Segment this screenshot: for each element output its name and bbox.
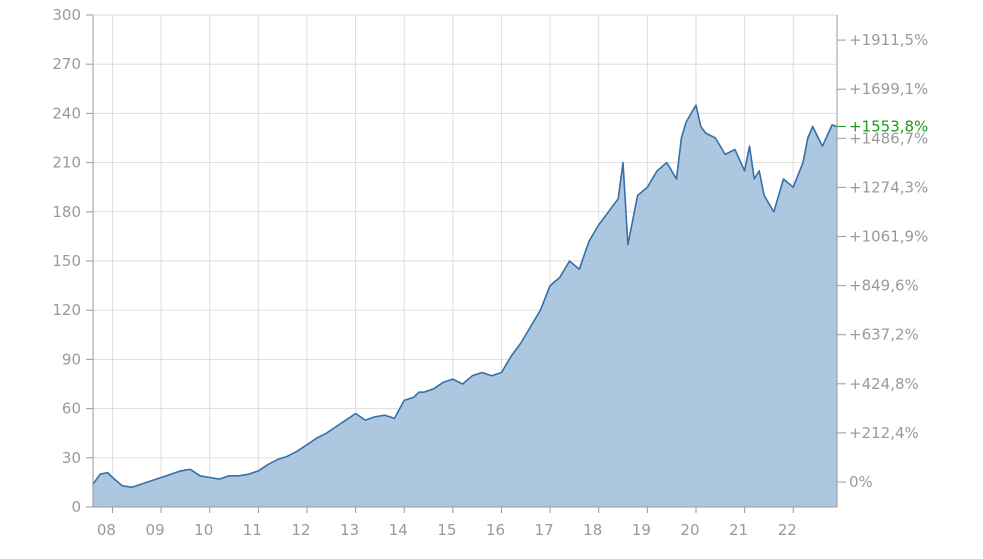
y-right-tick-label: +424,8%	[849, 375, 919, 393]
x-tick-label: 16	[486, 521, 505, 539]
y-right-tick-label: +849,6%	[849, 277, 919, 295]
y-right-tick-label: +1274,3%	[849, 178, 928, 196]
y-left-tick-label: 0	[71, 498, 81, 516]
series-line	[92, 104, 838, 489]
x-tick-label: 15	[437, 521, 456, 539]
y-right-tick-label: +1486,7%	[849, 129, 928, 147]
y-right-tick-label: +212,4%	[849, 424, 919, 442]
y-right-tick-label: +1699,1%	[849, 80, 928, 98]
y-left-tick-label: 270	[52, 55, 81, 73]
y-left-tick-label: 120	[52, 301, 81, 319]
x-tick-label: 10	[194, 521, 213, 539]
x-tick-label: 22	[778, 521, 797, 539]
y-right-tick-label: +637,2%	[849, 326, 919, 344]
x-tick-label: 12	[291, 521, 310, 539]
current-value-label: +1553,8%	[849, 118, 928, 136]
y-right-tick-label: 0%	[849, 473, 873, 491]
y-left-tick-label: 150	[52, 252, 81, 270]
x-tick-label: 20	[680, 521, 699, 539]
x-tick-label: 09	[146, 521, 165, 539]
x-tick-label: 18	[583, 521, 602, 539]
x-tick-label: 19	[632, 521, 651, 539]
y-right-tick-label: +1911,5%	[849, 31, 928, 49]
y-left-tick-label: 300	[52, 6, 81, 24]
y-left-tick-label: 240	[52, 104, 81, 122]
y-right-tick-label: +1061,9%	[849, 228, 928, 246]
y-left-tick-label: 60	[62, 400, 81, 418]
x-tick-label: 14	[389, 521, 408, 539]
x-tick-label: 08	[97, 521, 116, 539]
y-left-tick-label: 30	[62, 449, 81, 467]
x-tick-label: 11	[243, 521, 262, 539]
y-left-tick-label: 180	[52, 203, 81, 221]
series-area	[93, 105, 837, 507]
x-tick-label: 13	[340, 521, 359, 539]
x-tick-label: 21	[729, 521, 748, 539]
y-left-tick-label: 210	[52, 154, 81, 172]
y-left-tick-label: 90	[62, 350, 81, 368]
x-tick-label: 17	[535, 521, 554, 539]
